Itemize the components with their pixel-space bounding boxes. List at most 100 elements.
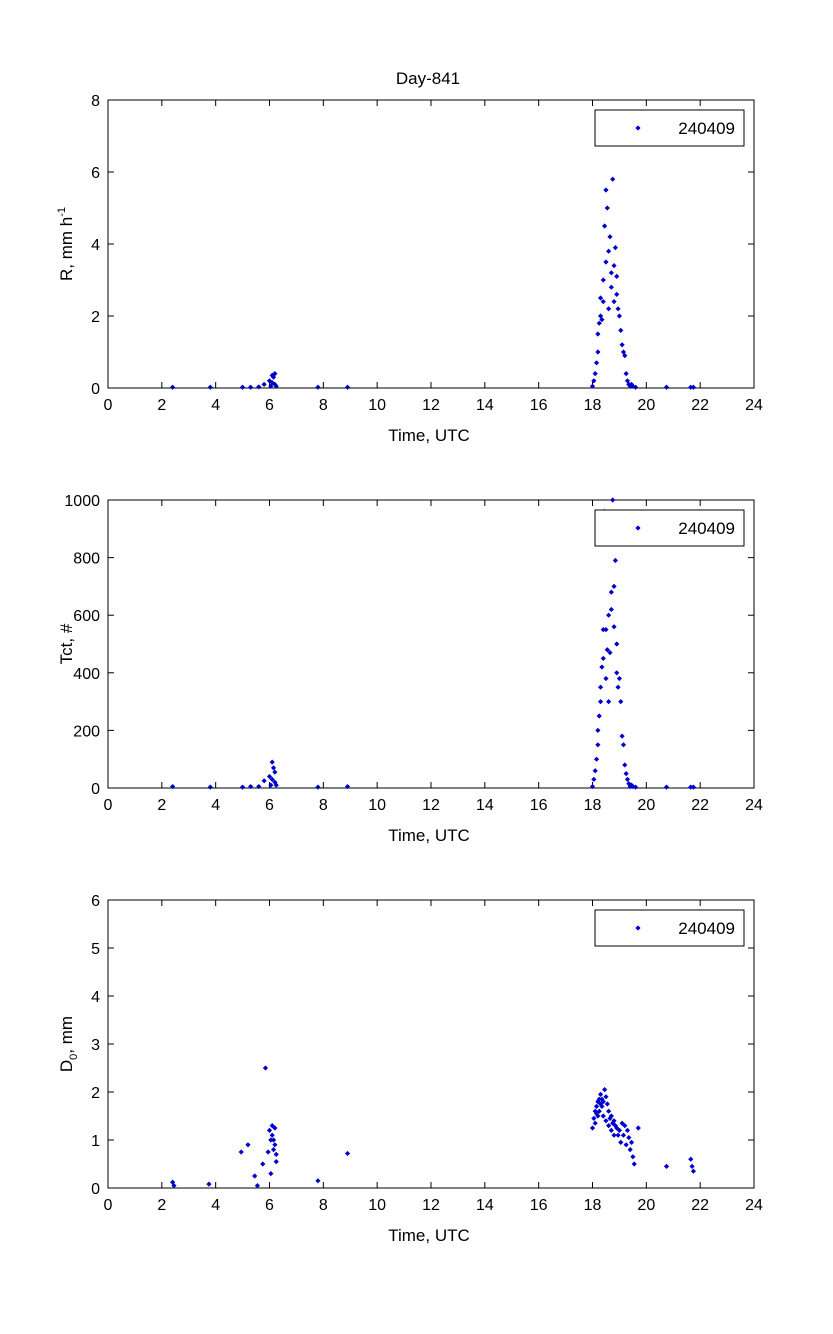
y-axis-label: R, mm h-1	[56, 207, 76, 281]
data-point	[269, 759, 275, 765]
data-point	[600, 627, 606, 633]
data-point	[614, 291, 620, 297]
legend-label: 240409	[678, 119, 735, 138]
data-point	[631, 1161, 637, 1167]
chart-panel-2: 0 2 4 6 8 10 12 14 16 18 20 22 2402004006008001000Ti…	[57, 493, 763, 845]
data-point	[602, 1087, 608, 1093]
x-tick-label: 6	[265, 397, 274, 414]
data-point	[622, 353, 628, 359]
x-tick-label: 10	[368, 397, 386, 414]
plot-area	[107, 99, 755, 389]
data-point	[606, 1108, 612, 1114]
y-tick-label: 2	[91, 309, 100, 326]
data-point	[344, 384, 351, 390]
data-point	[268, 1137, 274, 1143]
x-tick-label: 14	[476, 797, 494, 814]
x-tick-label: 8	[319, 797, 328, 814]
legend-box	[594, 109, 745, 147]
y-tick-label: 200	[73, 723, 100, 740]
data-point	[248, 783, 254, 790]
y-tick-label: 1000	[64, 493, 100, 510]
data-point	[616, 1127, 623, 1133]
x-tick-label: 4	[211, 397, 220, 414]
x-tick-label: 14	[476, 1197, 494, 1214]
data-point	[270, 765, 277, 771]
data-point	[600, 277, 606, 283]
legend-label: 240409	[678, 519, 735, 538]
data-point	[610, 176, 616, 182]
x-tick-label: 2	[157, 397, 166, 414]
data-point	[607, 650, 613, 656]
x-tick-label: 24	[745, 397, 763, 414]
data-point	[619, 733, 625, 739]
data-point	[603, 627, 609, 633]
plot-area	[107, 499, 755, 789]
data-point	[622, 762, 628, 768]
data-point	[245, 1142, 251, 1148]
data-point	[593, 756, 600, 762]
data-point	[630, 1154, 636, 1160]
data-point	[614, 641, 620, 647]
data-point	[608, 1127, 614, 1133]
data-point	[593, 360, 600, 366]
data-point	[596, 1108, 602, 1114]
data-point	[595, 727, 601, 733]
data-point	[612, 557, 618, 564]
x-tick-label: 16	[530, 1197, 548, 1214]
data-point	[589, 783, 596, 790]
data-point	[272, 381, 278, 387]
y-tick-label: 800	[73, 551, 100, 568]
data-point	[207, 784, 213, 790]
data-point	[608, 589, 614, 595]
data-point	[600, 655, 606, 661]
data-point	[606, 248, 612, 254]
data-point	[626, 1135, 632, 1141]
y-tick-label: 0	[91, 781, 100, 798]
x-tick-label: 12	[422, 397, 440, 414]
legend-box	[594, 509, 745, 547]
data-point	[595, 1113, 601, 1119]
data-point	[589, 1125, 596, 1131]
data-point	[614, 273, 620, 279]
data-point	[620, 1132, 627, 1138]
data-point	[270, 1137, 277, 1143]
data-point	[610, 497, 616, 503]
data-point	[248, 384, 254, 390]
x-tick-label: 2	[157, 797, 166, 814]
data-point	[608, 284, 614, 290]
data-point	[272, 779, 278, 785]
data-point	[273, 782, 279, 788]
y-tick-label: 6	[91, 165, 100, 182]
data-point	[603, 1118, 609, 1124]
legend-marker	[635, 525, 641, 531]
data-point	[597, 1101, 604, 1107]
data-point	[603, 187, 609, 193]
data-point	[256, 384, 262, 390]
data-point	[690, 1168, 697, 1174]
data-point	[599, 1103, 605, 1109]
data-point	[627, 383, 633, 389]
x-tick-label: 24	[745, 797, 763, 814]
x-tick-label: 0	[104, 1197, 113, 1214]
data-point	[268, 782, 274, 788]
data-point	[689, 1163, 695, 1169]
data-point	[599, 664, 605, 670]
x-tick-label: 18	[584, 397, 602, 414]
legend-box	[594, 909, 745, 947]
x-tick-label: 20	[637, 397, 655, 414]
x-tick-label: 2	[157, 1197, 166, 1214]
x-tick-label: 6	[265, 1197, 274, 1214]
data-point	[628, 381, 635, 387]
data-point	[604, 205, 610, 211]
y-tick-label: 1	[91, 1133, 100, 1150]
data-point	[623, 771, 629, 777]
data-point	[611, 299, 617, 305]
x-tick-label: 4	[211, 797, 220, 814]
x-tick-label: 10	[368, 797, 386, 814]
data-point	[626, 781, 632, 787]
data-point	[615, 1132, 621, 1138]
data-point	[595, 331, 601, 337]
data-point	[619, 342, 625, 348]
